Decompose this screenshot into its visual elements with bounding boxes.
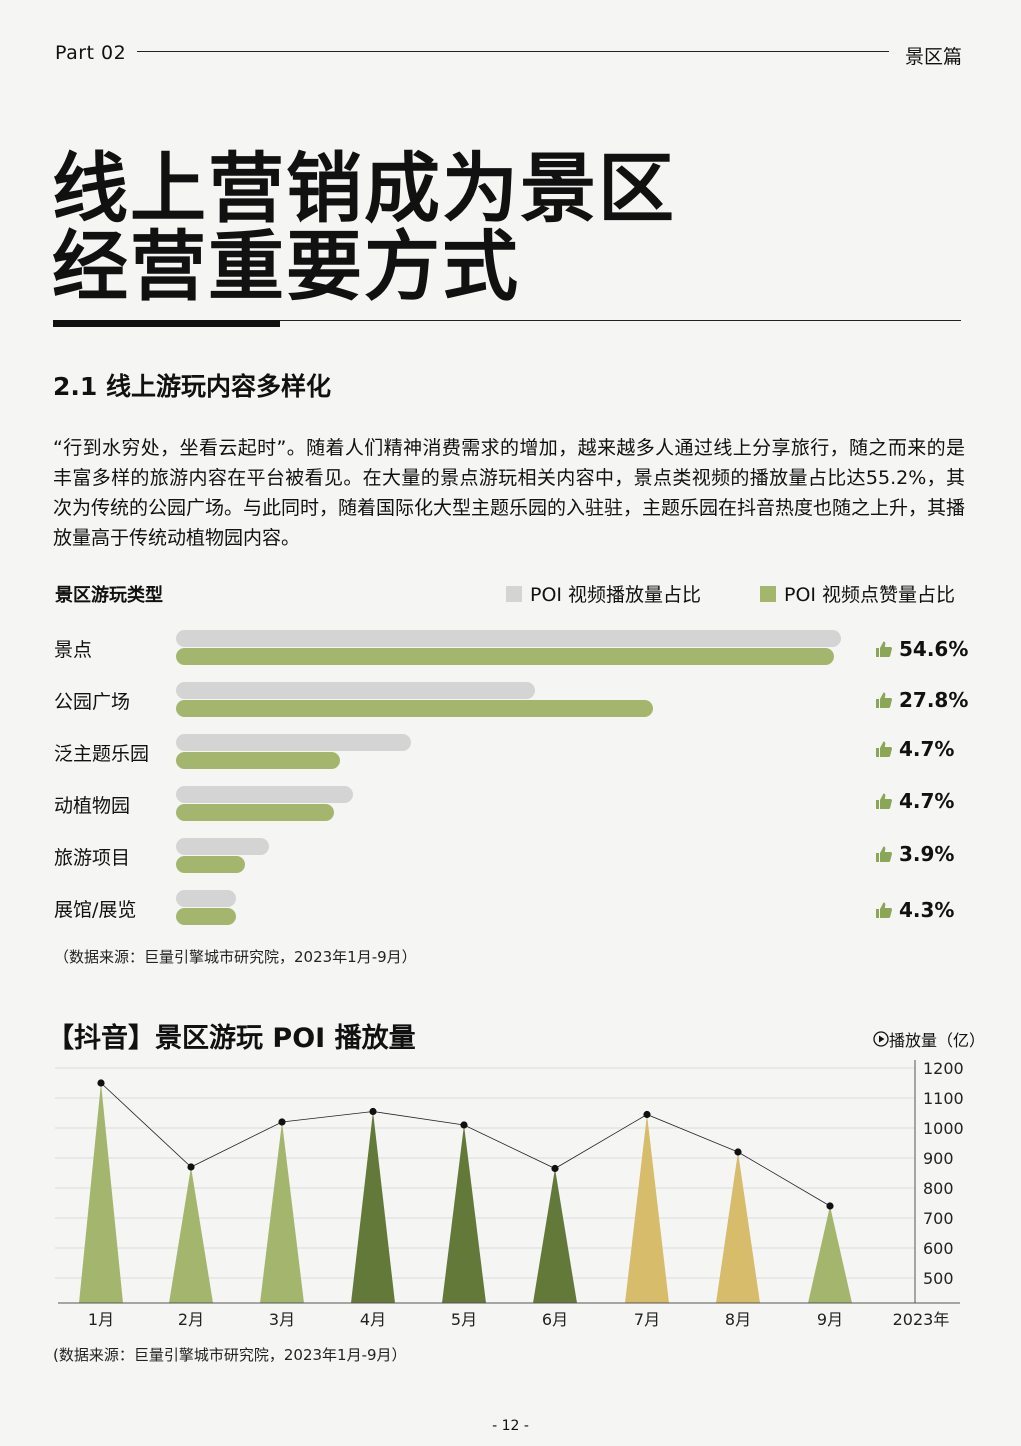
bar-value-text: 27.8% xyxy=(899,688,969,712)
peak-triangle xyxy=(533,1168,577,1303)
y-tick-label: 800 xyxy=(923,1179,954,1198)
section-heading: 2.1 线上游玩内容多样化 xyxy=(53,372,331,401)
line-chart-title: 【抖音】景区游玩 POI 播放量 xyxy=(47,1023,416,1054)
peak-triangle xyxy=(625,1114,669,1303)
y-tick-label: 1000 xyxy=(923,1119,964,1138)
line-chart: 500 600 700 800 900 1000 1100 1200 1月 2月 3月 4月 5月 6月 7… xyxy=(55,1059,964,1329)
bar-category-label: 泛主题乐园 xyxy=(54,743,150,765)
page-title-line1: 线上营销成为景区 xyxy=(52,144,676,233)
title-underline-thick xyxy=(53,320,280,327)
peak-triangle xyxy=(716,1152,760,1303)
line-chart-source: (数据来源：巨量引擎城市研究院，2023年1月-9月） xyxy=(53,1346,407,1364)
y-tick-label: 900 xyxy=(923,1149,954,1168)
peak-triangle xyxy=(169,1167,213,1303)
bar-category-label: 公园广场 xyxy=(54,691,131,713)
x-axis-label: 2023年 xyxy=(893,1310,950,1329)
bar-value-label: 4.7% xyxy=(875,789,954,813)
data-point xyxy=(460,1121,468,1129)
bar-grey xyxy=(176,734,411,751)
data-point xyxy=(278,1118,286,1126)
bar-green xyxy=(176,856,245,873)
bar-value-label: 3.9% xyxy=(875,842,954,866)
peak-triangle xyxy=(79,1083,123,1303)
bar-green xyxy=(176,700,653,717)
thumbs-up-icon xyxy=(876,793,892,809)
y-tick-label: 500 xyxy=(923,1269,954,1288)
bar-chart-source: （数据来源：巨量引擎城市研究院，2023年1月-9月） xyxy=(54,948,417,966)
bar-grey xyxy=(176,838,269,855)
bar-grey xyxy=(176,630,841,647)
legend-green-label: POI 视频点赞量占比 xyxy=(784,584,956,606)
peak-triangle xyxy=(442,1125,486,1303)
section-label: 景区篇 xyxy=(905,46,963,68)
page-number: - 12 - xyxy=(492,1418,529,1434)
bar-grey xyxy=(176,786,353,803)
bar-green xyxy=(176,648,834,665)
bar-category-label: 景点 xyxy=(54,639,93,661)
bar-value-text: 4.7% xyxy=(899,737,955,761)
legend-grey: POI 视频播放量占比 xyxy=(506,580,701,607)
bar-value-text: 3.9% xyxy=(899,842,955,866)
data-point xyxy=(826,1202,834,1210)
x-tick-label: 9月 xyxy=(817,1310,843,1329)
y-tick-label: 1200 xyxy=(923,1059,964,1078)
y-tick-label: 700 xyxy=(923,1209,954,1228)
thumbs-up-icon xyxy=(876,692,892,708)
peak-triangle xyxy=(351,1111,395,1303)
peak-triangle xyxy=(260,1122,304,1303)
bar-category-label: 动植物园 xyxy=(54,795,131,817)
play-icon xyxy=(873,1031,889,1047)
page-title-line2: 经营重要方式 xyxy=(52,222,520,311)
x-tick-label: 2月 xyxy=(178,1310,204,1329)
bar-grey xyxy=(176,890,236,907)
page-title: 线上营销成为景区 经营重要方式 xyxy=(52,150,676,306)
data-point xyxy=(643,1110,651,1119)
header-rule xyxy=(137,51,889,52)
y-tick-label: 600 xyxy=(923,1239,954,1258)
x-tick-label: 5月 xyxy=(451,1310,477,1329)
x-tick-label: 4月 xyxy=(360,1310,386,1329)
x-tick-label: 7月 xyxy=(634,1310,660,1329)
bar-value-text: 4.7% xyxy=(899,789,955,813)
x-tick-label: 3月 xyxy=(269,1310,295,1329)
title-underline-thin xyxy=(280,320,961,321)
bar-value-text: 54.6% xyxy=(899,637,969,661)
bar-value-text: 4.3% xyxy=(899,898,955,922)
bar-green xyxy=(176,804,334,821)
data-point xyxy=(187,1163,195,1171)
bar-grey xyxy=(176,682,535,699)
data-point xyxy=(97,1079,105,1087)
bar-chart-title: 景区游玩类型 xyxy=(55,585,163,606)
legend-green: POI 视频点赞量占比 xyxy=(760,580,955,607)
x-tick-label: 8月 xyxy=(725,1310,751,1329)
thumbs-up-icon xyxy=(876,902,892,918)
legend-green-swatch xyxy=(760,585,776,602)
legend-grey-swatch xyxy=(506,585,522,602)
bar-value-label: 4.7% xyxy=(875,737,954,761)
bar-green xyxy=(176,752,340,769)
y-tick-label: 1100 xyxy=(923,1089,964,1108)
bar-value-label: 4.3% xyxy=(875,898,954,922)
bar-value-label: 27.8% xyxy=(875,688,968,712)
part-label: Part 02 xyxy=(55,42,127,64)
data-point xyxy=(551,1164,559,1173)
thumbs-up-icon xyxy=(876,846,892,862)
bar-green xyxy=(176,908,236,925)
legend-grey-label: POI 视频播放量占比 xyxy=(530,584,702,606)
peak-triangle xyxy=(808,1206,852,1303)
body-paragraph: “行到水穷处，坐看云起时”。随着人们精神消费需求的增加，越来越多人通过线上分享旅… xyxy=(53,437,966,549)
bar-category-label: 旅游项目 xyxy=(54,847,131,869)
x-tick-label: 1月 xyxy=(88,1310,114,1329)
thumbs-up-icon xyxy=(876,741,892,757)
unit-text: 播放量（亿） xyxy=(889,1031,986,1050)
thumbs-up-icon xyxy=(876,641,892,657)
unit-label: 播放量（亿） xyxy=(873,1027,985,1051)
data-point xyxy=(734,1148,742,1156)
x-tick-label: 6月 xyxy=(542,1310,568,1329)
bar-value-label: 54.6% xyxy=(875,637,968,661)
data-point xyxy=(369,1107,377,1116)
bar-category-label: 展馆/展览 xyxy=(54,899,137,921)
